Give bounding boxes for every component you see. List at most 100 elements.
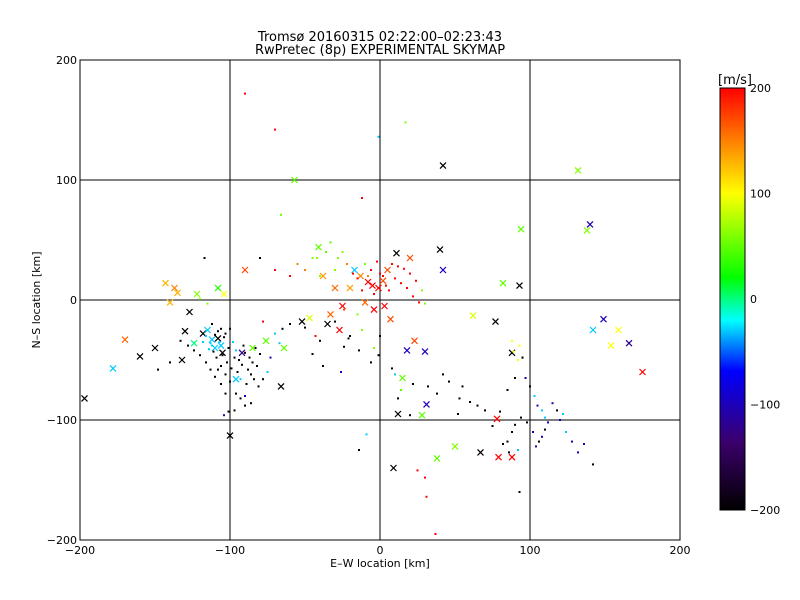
data-point-dot xyxy=(421,289,423,292)
data-point-dot xyxy=(544,428,546,431)
data-point-dot xyxy=(316,257,318,259)
data-point-dot xyxy=(311,353,314,355)
data-point-dot xyxy=(239,378,242,381)
cross-stroke xyxy=(109,364,117,372)
data-point-dot xyxy=(529,385,531,388)
data-point-cross xyxy=(190,339,198,347)
x-tick-label: 200 xyxy=(670,544,691,557)
data-point-dot xyxy=(448,380,450,383)
data-point-cross xyxy=(277,382,285,390)
cross-stroke xyxy=(336,326,343,334)
data-point-dot xyxy=(230,367,233,370)
data-point-dot xyxy=(193,349,195,352)
data-point-dot xyxy=(244,92,246,95)
cross-stroke xyxy=(199,330,207,338)
data-point-cross xyxy=(375,284,382,292)
cross-stroke xyxy=(219,349,226,357)
data-point-cross xyxy=(109,364,117,372)
y-tick-label: 100 xyxy=(56,174,77,187)
data-point-cross xyxy=(346,284,354,292)
data-point-dot xyxy=(442,373,444,376)
data-point-dot xyxy=(250,402,252,405)
data-point-dot xyxy=(214,375,216,378)
data-point-dot xyxy=(538,440,540,443)
data-point-dot xyxy=(269,356,272,359)
data-point-dot xyxy=(436,392,438,395)
data-point-dot xyxy=(205,361,207,364)
data-point-dot xyxy=(347,337,350,340)
data-point-dot xyxy=(217,330,219,333)
cross-stroke xyxy=(306,314,313,322)
data-point-dot xyxy=(224,373,227,376)
colorbar-ticks: 200 100 0 −100 −200 xyxy=(750,82,780,517)
data-point-cross xyxy=(394,410,402,418)
data-point-dot xyxy=(358,349,360,352)
colorbar-tick-label: 100 xyxy=(750,188,771,201)
data-point-cross xyxy=(492,318,499,326)
data-point-cross xyxy=(151,344,159,352)
cross-stroke xyxy=(495,453,502,461)
cross-stroke xyxy=(379,277,387,285)
data-point-dot xyxy=(469,401,471,403)
data-point-cross xyxy=(186,308,193,316)
data-point-dot xyxy=(356,277,359,280)
data-point-dot xyxy=(517,449,519,451)
cross-stroke xyxy=(600,315,607,323)
data-point-cross xyxy=(381,302,388,310)
data-point-dot xyxy=(227,347,230,349)
colorbar-gradient xyxy=(719,87,746,511)
data-point-dot xyxy=(334,320,336,323)
data-point-cross xyxy=(174,289,181,297)
data-point-dot xyxy=(343,345,345,348)
data-point-dot xyxy=(311,257,314,259)
data-point-dot xyxy=(334,269,336,271)
data-point-cross xyxy=(625,339,633,347)
cross-stroke xyxy=(193,290,201,298)
data-point-dot xyxy=(415,279,417,282)
data-point-dot xyxy=(382,275,384,277)
data-point-dot xyxy=(214,333,216,336)
data-point-dot xyxy=(205,335,207,337)
data-point-dot xyxy=(484,409,486,412)
data-point-dot xyxy=(322,365,324,367)
cross-stroke xyxy=(226,432,234,440)
data-point-dot xyxy=(209,368,212,371)
data-point-dot xyxy=(409,414,411,417)
data-point-cross xyxy=(306,314,313,322)
data-point-dot xyxy=(377,354,380,357)
data-point-dot xyxy=(506,440,509,443)
data-point-dot xyxy=(491,425,494,427)
data-point-dot xyxy=(499,410,501,413)
data-point-dot xyxy=(367,275,369,277)
data-point-dot xyxy=(358,449,360,451)
data-point-dot xyxy=(329,241,332,244)
data-point-dot xyxy=(458,397,461,400)
data-point-dot xyxy=(502,443,504,445)
data-point-dot xyxy=(274,128,276,131)
data-point-dot xyxy=(416,469,419,472)
data-point-cross xyxy=(370,306,378,314)
data-point-dot xyxy=(512,350,515,353)
cross-stroke xyxy=(232,375,240,383)
data-point-dot xyxy=(520,416,522,419)
data-point-cross xyxy=(393,249,400,257)
data-point-dot xyxy=(224,332,227,335)
cross-stroke xyxy=(190,339,198,347)
cross-stroke xyxy=(508,453,516,461)
data-point-cross xyxy=(423,400,430,408)
data-point-cross xyxy=(171,284,178,292)
cross-stroke xyxy=(324,320,331,328)
cross-stroke xyxy=(469,312,477,320)
data-point-dot xyxy=(289,323,291,325)
data-point-dot xyxy=(461,385,464,388)
data-point-dot xyxy=(280,213,282,216)
data-point-dot xyxy=(233,356,236,359)
data-point-dot xyxy=(391,367,393,370)
cross-stroke xyxy=(339,302,346,310)
data-point-dot xyxy=(211,344,213,347)
data-point-dot xyxy=(418,301,420,304)
cross-stroke xyxy=(277,382,285,390)
data-point-dot xyxy=(400,389,402,391)
data-point-dot xyxy=(379,335,381,337)
data-point-dot xyxy=(373,347,375,349)
